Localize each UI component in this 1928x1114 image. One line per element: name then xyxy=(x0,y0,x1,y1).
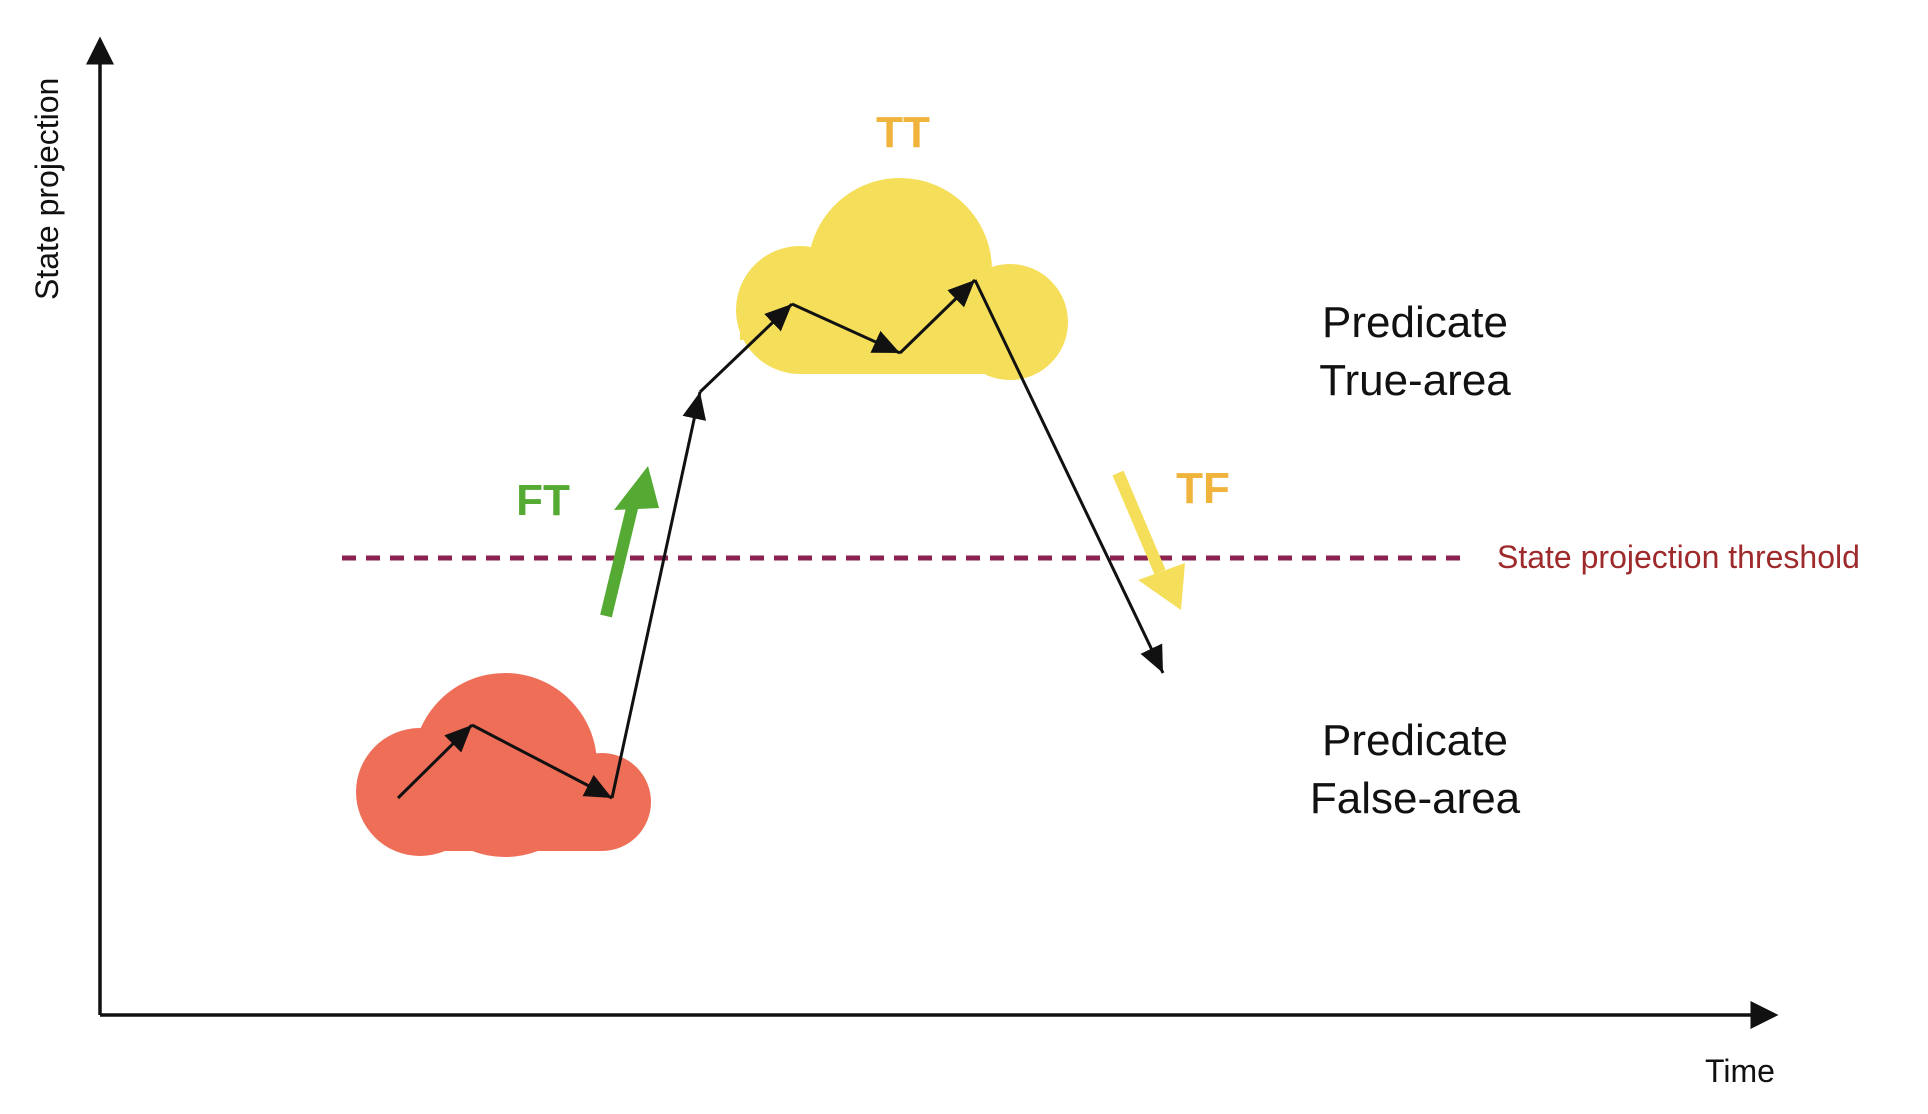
trajectory-segment xyxy=(610,391,707,799)
trajectory-segment xyxy=(396,723,474,800)
false-area-cloud xyxy=(356,673,651,857)
y-axis-label: State projection xyxy=(29,78,65,300)
true-area-label-line2: True-area xyxy=(1319,356,1511,405)
false-area-label-line1: Predicate xyxy=(1322,716,1508,765)
false-area-label-line2: False-area xyxy=(1310,774,1521,823)
tt-tag: TT xyxy=(876,108,930,157)
trajectory xyxy=(396,278,1165,800)
trajectory-segment xyxy=(698,302,794,394)
tf-tag: TF xyxy=(1176,464,1230,513)
ft-transition-arrow xyxy=(600,466,659,618)
trajectory-segment xyxy=(973,279,1165,674)
trajectory-segment xyxy=(471,723,613,800)
trajectory-segment xyxy=(791,302,901,355)
x-axis-label: Time xyxy=(1705,1053,1775,1089)
ft-tag: FT xyxy=(516,476,570,525)
threshold-label: State projection threshold xyxy=(1497,539,1860,575)
tf-transition-arrow xyxy=(1112,470,1185,610)
trajectory-segment xyxy=(898,278,977,355)
true-area-label-line1: Predicate xyxy=(1322,298,1508,347)
